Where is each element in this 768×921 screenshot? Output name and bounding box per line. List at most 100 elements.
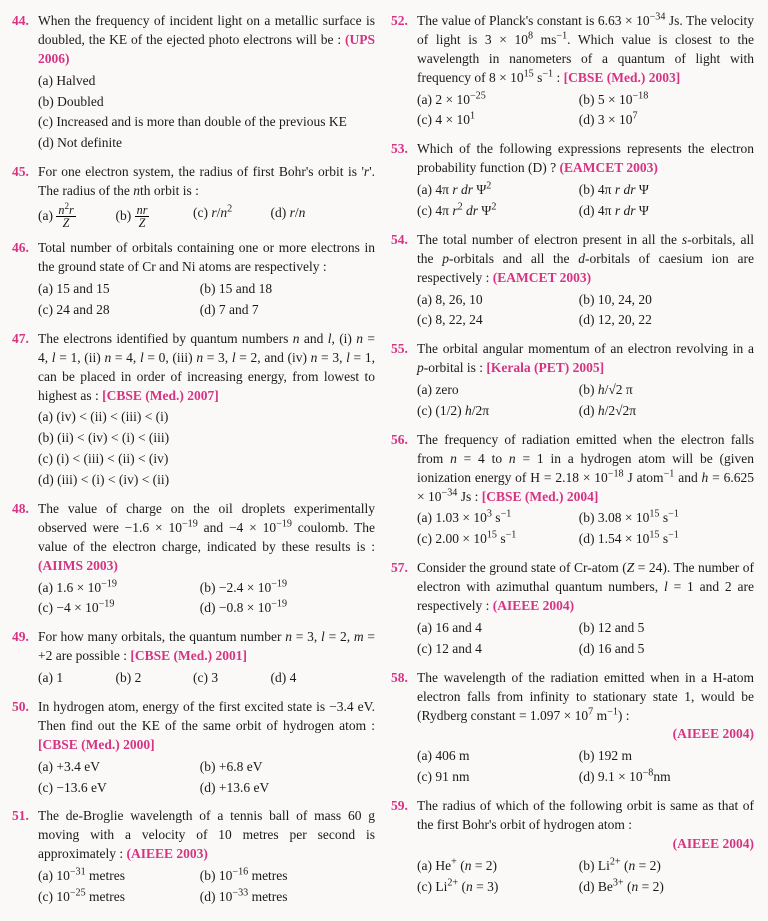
question: 51.The de-Broglie wavelength of a tennis… <box>12 807 377 908</box>
question-number: 52. <box>391 12 417 31</box>
option: (b) 192 m <box>579 747 741 766</box>
option: (c) 4 × 101 <box>417 111 579 130</box>
question-number: 51. <box>12 807 38 826</box>
question-number: 46. <box>12 239 38 258</box>
option: (c) (1/2) h/2π <box>417 402 579 421</box>
question-body: The orbital angular momentum of an elect… <box>417 340 754 423</box>
question-text: The wavelength of the radiation emitted … <box>417 670 754 723</box>
question-body: The electrons identified by quantum numb… <box>38 330 375 492</box>
option: (b) Li2+ (n = 2) <box>579 857 741 876</box>
option: (c) Increased and is more than double of… <box>38 113 375 132</box>
options: (a) 10−31 metres(b) 10−16 metres(c) 10−2… <box>38 867 375 909</box>
option: (a) zero <box>417 381 579 400</box>
option: (b) 10−16 metres <box>200 867 362 886</box>
option: (b) 10, 24, 20 <box>579 291 741 310</box>
options: (a) 16 and 4(b) 12 and 5(c) 12 and 4(d) … <box>417 619 754 661</box>
options: (a) 15 and 15(b) 15 and 18(c) 24 and 28(… <box>38 280 375 322</box>
option: (b) (ii) < (iv) < (i) < (iii) <box>38 429 375 448</box>
question-body: The total number of electron present in … <box>417 231 754 332</box>
option: (a) 16 and 4 <box>417 619 579 638</box>
question-body: The value of Planck's constant is 6.63 ×… <box>417 12 754 132</box>
option: (b) +6.8 eV <box>200 758 362 777</box>
option: (d) h/2√2π <box>579 402 741 421</box>
exam-tag: [CBSE (Med.) 2000] <box>38 737 155 752</box>
question: 50.In hydrogen atom, energy of the first… <box>12 698 377 799</box>
option: (b) h/√2 π <box>579 381 741 400</box>
exam-tag: (AIEEE 2004) <box>493 598 574 613</box>
question: 58.The wavelength of the radiation emitt… <box>391 669 756 789</box>
question-body: For one electron system, the radius of f… <box>38 163 375 231</box>
option: (c) 8, 22, 24 <box>417 311 579 330</box>
exam-tag: (AIEEE 2003) <box>126 846 207 861</box>
question: 53.Which of the following expressions re… <box>391 140 756 223</box>
options: (a) 1.03 × 103 s−1(b) 3.08 × 1015 s−1(c)… <box>417 509 754 551</box>
question-number: 58. <box>391 669 417 688</box>
option: (d) 16 and 5 <box>579 640 741 659</box>
option: (c) 24 and 28 <box>38 301 200 320</box>
option: (b) 4π r dr Ψ <box>579 181 741 200</box>
question-number: 57. <box>391 559 417 578</box>
question-body: The wavelength of the radiation emitted … <box>417 669 754 789</box>
options: (a) 4π r dr Ψ2(b) 4π r dr Ψ(c) 4π r2 dr … <box>417 181 754 223</box>
question-text: The value of charge on the oil droplets … <box>38 501 375 554</box>
options: (a) (iv) < (ii) < (iii) < (i)(b) (ii) < … <box>38 408 375 490</box>
option: (a) 406 m <box>417 747 579 766</box>
option: (a) 15 and 15 <box>38 280 200 299</box>
option: (d) (iii) < (i) < (iv) < (ii) <box>38 471 375 490</box>
option: (c) 4π r2 dr Ψ2 <box>417 202 579 221</box>
question: 54.The total number of electron present … <box>391 231 756 332</box>
options: (a) 1.6 × 10−19(b) −2.4 × 10−19(c) −4 × … <box>38 579 375 621</box>
options: (a) 1(b) 2(c) 3(d) 4 <box>38 669 375 690</box>
option: (d) 4π r dr Ψ <box>579 202 741 221</box>
option: (c) 10−25 metres <box>38 888 200 907</box>
option: (d) 1.54 × 1015 s−1 <box>579 530 741 549</box>
exam-tag: (AIIMS 2003) <box>38 558 118 573</box>
option: (c) 91 nm <box>417 768 579 787</box>
options: (a) Halved(b) Doubled(c) Increased and i… <box>38 72 375 154</box>
question-body: For how many orbitals, the quantum numbe… <box>38 628 375 690</box>
option: (b) nrZ <box>116 204 194 229</box>
exam-tag: [CBSE (Med.) 2003] <box>564 70 681 85</box>
question-text: When the frequency of incident light on … <box>38 13 375 47</box>
option: (d) 9.1 × 10−8nm <box>579 768 741 787</box>
option: (a) 1.03 × 103 s−1 <box>417 509 579 528</box>
option: (d) Not definite <box>38 134 375 153</box>
question-text: In hydrogen atom, energy of the first ex… <box>38 699 375 733</box>
options: (a) He+ (n = 2)(b) Li2+ (n = 2)(c) Li2+ … <box>417 857 754 899</box>
option: (d) 4 <box>271 669 349 688</box>
option: (a) 2 × 10−25 <box>417 91 579 110</box>
question-body: When the frequency of incident light on … <box>38 12 375 155</box>
question-number: 49. <box>12 628 38 647</box>
option: (c) 12 and 4 <box>417 640 579 659</box>
exam-tag: (EAMCET 2003) <box>559 160 657 175</box>
question-number: 56. <box>391 431 417 450</box>
option: (b) 15 and 18 <box>200 280 362 299</box>
question-body: The radius of which of the following orb… <box>417 797 754 898</box>
question: 47.The electrons identified by quantum n… <box>12 330 377 492</box>
option: (a) +3.4 eV <box>38 758 200 777</box>
option: (d) 7 and 7 <box>200 301 362 320</box>
option: (a) 1 <box>38 669 116 688</box>
option: (d) 10−33 metres <box>200 888 362 907</box>
exam-tag: (AIEEE 2004) <box>673 726 754 741</box>
question-body: Consider the ground state of Cr-atom (Z … <box>417 559 754 660</box>
option: (d) −0.8 × 10−19 <box>200 599 362 618</box>
option: (a) Halved <box>38 72 375 91</box>
option: (b) 5 × 10−18 <box>579 91 741 110</box>
question-number: 55. <box>391 340 417 359</box>
question: 48.The value of charge on the oil drople… <box>12 500 377 620</box>
options: (a) 406 m(b) 192 m(c) 91 nm(d) 9.1 × 10−… <box>417 747 754 789</box>
question-number: 54. <box>391 231 417 250</box>
options: (a) +3.4 eV(b) +6.8 eV(c) −13.6 eV(d) +1… <box>38 758 375 800</box>
option: (a) 8, 26, 10 <box>417 291 579 310</box>
question: 52.The value of Planck's constant is 6.6… <box>391 12 756 132</box>
option: (d) +13.6 eV <box>200 779 362 798</box>
option: (a) 4π r dr Ψ2 <box>417 181 579 200</box>
question-number: 50. <box>12 698 38 717</box>
option: (a) 10−31 metres <box>38 867 200 886</box>
options: (a) zero(b) h/√2 π(c) (1/2) h/2π(d) h/2√… <box>417 381 754 423</box>
question-number: 59. <box>391 797 417 816</box>
option: (c) 2.00 × 1015 s−1 <box>417 530 579 549</box>
exam-tag: [CBSE (Med.) 2007] <box>102 388 219 403</box>
question-body: In hydrogen atom, energy of the first ex… <box>38 698 375 799</box>
